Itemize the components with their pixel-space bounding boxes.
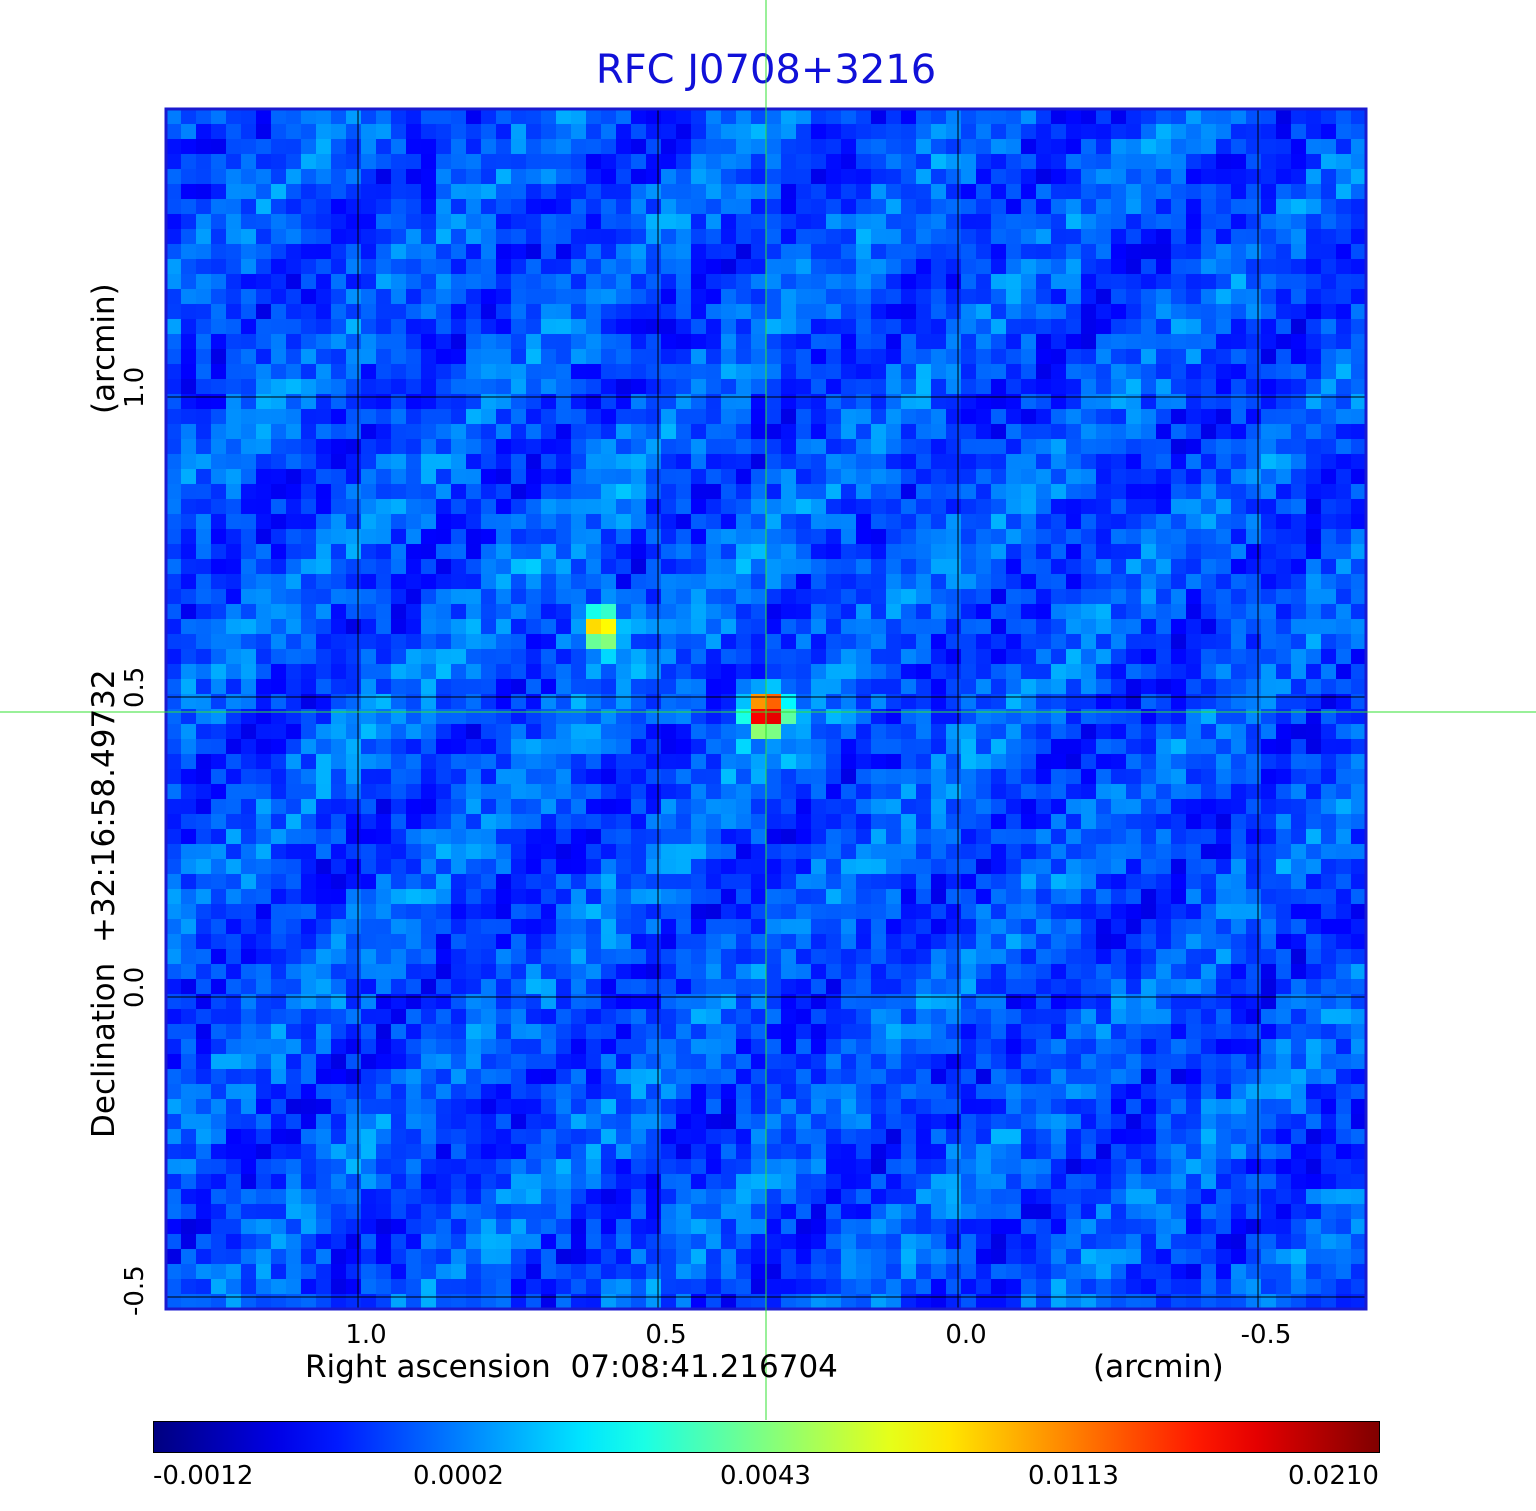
colorbar-tick-label: 0.0002 <box>413 1461 504 1491</box>
sky-map <box>0 0 1536 1420</box>
x-axis-unit: (arcmin) <box>1093 1349 1224 1385</box>
x-tick-label: -0.5 <box>1240 1320 1292 1350</box>
x-tick-label: 0.0 <box>945 1320 987 1350</box>
x-tick-label: 0.5 <box>645 1320 687 1350</box>
x-axis-label: Right ascension 07:08:41.216704 <box>305 1349 838 1385</box>
colorbar-tick-label: 0.0043 <box>720 1461 811 1491</box>
crosshair <box>0 0 1536 1420</box>
y-tick-label: -0.5 <box>120 1265 150 1316</box>
intensity-image <box>166 109 1367 1310</box>
colorbar-tick-label: -0.0012 <box>153 1461 254 1491</box>
colorbar-tick-label: 0.0210 <box>1288 1461 1379 1491</box>
y-axis-unit: (arcmin) <box>86 283 122 414</box>
colorbar-tick-label: 0.0113 <box>1028 1461 1119 1491</box>
y-tick-label: 0.0 <box>120 966 150 1008</box>
y-axis-label: Declination +32:16:58.49732 <box>86 669 122 1138</box>
colorbar <box>153 1421 1380 1453</box>
y-tick-label: 0.5 <box>120 666 150 708</box>
x-tick-label: 1.0 <box>345 1320 387 1350</box>
y-tick-label: 1.0 <box>120 366 150 408</box>
